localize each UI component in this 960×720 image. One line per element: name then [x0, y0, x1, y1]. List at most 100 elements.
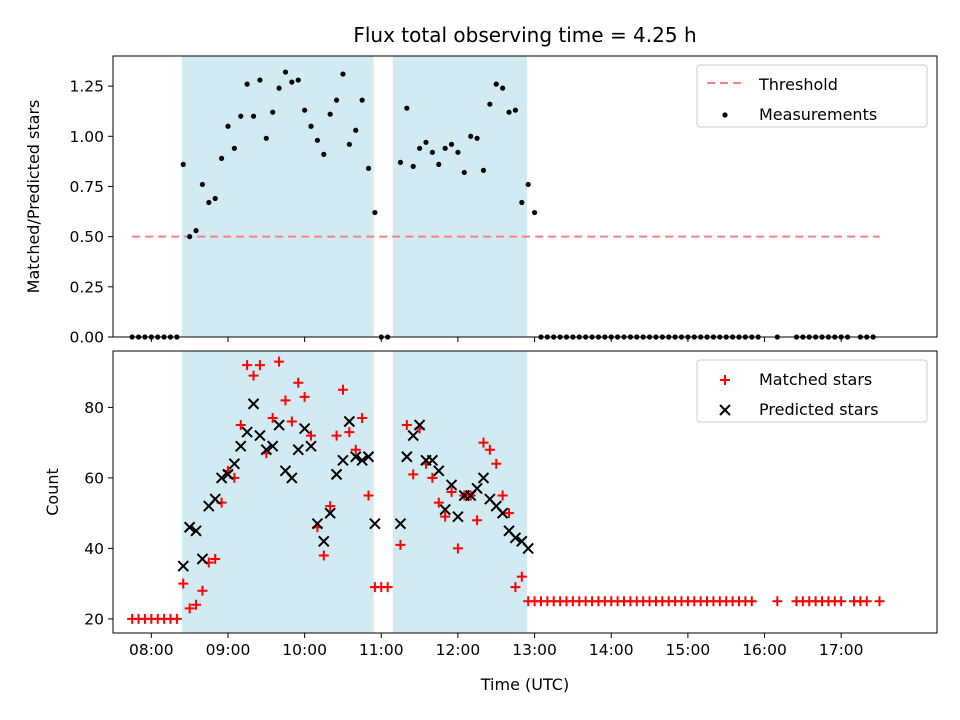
series-measurements: [129, 69, 876, 340]
data-point: [350, 451, 362, 463]
data-point: [190, 525, 202, 537]
data-point: [410, 163, 416, 169]
data-point: [413, 419, 426, 431]
data-point: [426, 454, 439, 466]
data-point: [238, 113, 244, 119]
data-point: [199, 181, 206, 188]
x-tick-label: 17:00: [819, 641, 864, 659]
data-point: [442, 145, 448, 151]
data-point: [244, 81, 250, 87]
x-tick-label: 11:00: [359, 641, 404, 659]
data-point: [497, 490, 508, 501]
y-tick-label: 0.25: [69, 278, 104, 296]
data-point: [302, 107, 308, 113]
x-tick-label: 09:00: [206, 641, 251, 659]
data-point: [372, 209, 378, 216]
data-point: [263, 135, 269, 141]
data-point: [276, 85, 282, 91]
x-tick-label: 12:00: [436, 641, 481, 659]
data-point: [433, 497, 444, 508]
data-point: [183, 521, 196, 533]
data-point: [267, 412, 278, 423]
x-tick-label: 15:00: [666, 641, 711, 659]
legend-label: Measurements: [759, 105, 877, 124]
ratio-panel: 0.00 0.25 0.50 0.75 1.00 1.25 Matched/Predicte…: [24, 55, 938, 347]
data-point: [362, 451, 375, 463]
count-panel: 08:00 09:00 10:00 11:00 12:00 13:00 14:00 15:00…: [43, 350, 938, 659]
data-point: [365, 165, 372, 171]
data-point: [218, 155, 225, 161]
data-point: [222, 468, 234, 481]
data-point: [474, 135, 480, 141]
data-point: [452, 510, 464, 523]
data-point: [500, 85, 506, 91]
y-tick-label: 0.75: [69, 178, 104, 196]
data-point: [509, 532, 522, 544]
data-point: [369, 518, 381, 530]
data-point: [436, 161, 442, 167]
observing-window-band: [181, 351, 374, 633]
data-point: [516, 571, 527, 582]
data-point: [874, 596, 885, 607]
y-tick-label: 20: [84, 610, 104, 628]
data-point: [308, 123, 314, 129]
data-point: [184, 603, 195, 614]
data-point: [343, 415, 356, 428]
data-point: [292, 443, 304, 456]
legend-box: [696, 64, 928, 128]
data-point: [439, 503, 451, 516]
data-point: [357, 412, 368, 423]
data-point: [212, 195, 218, 202]
y-tick-label: 1.00: [69, 128, 104, 146]
data-point: [504, 508, 515, 519]
y-tick-label: 0.00: [69, 329, 104, 347]
data-point: [321, 151, 327, 157]
data-point: [356, 454, 368, 466]
data-point: [401, 451, 413, 463]
data-point: [270, 109, 276, 115]
data-point: [484, 444, 495, 455]
data-point: [472, 515, 483, 526]
data-point: [445, 479, 458, 491]
y-axis-label: Count: [43, 468, 62, 516]
data-point: [177, 560, 189, 572]
data-point: [861, 596, 872, 607]
data-point: [187, 234, 193, 240]
data-point: [468, 133, 474, 139]
data-point: [496, 507, 509, 519]
data-point: [247, 398, 260, 410]
data-point: [178, 578, 189, 589]
axes-frame: [112, 55, 938, 338]
data-point: [273, 419, 285, 431]
data-point: [327, 111, 333, 117]
data-point: [286, 472, 298, 484]
series-predicted-stars: [177, 398, 534, 572]
data-point: [280, 395, 291, 406]
data-point: [353, 127, 359, 133]
data-point: [235, 420, 246, 431]
data-point: [295, 77, 301, 83]
data-point: [337, 384, 348, 395]
data-point: [746, 596, 757, 607]
data-point: [298, 422, 311, 435]
data-point: [522, 542, 534, 555]
observing-window-band: [392, 56, 527, 337]
data-point: [254, 429, 266, 442]
data-point: [397, 159, 404, 165]
data-point: [480, 167, 487, 174]
data-point: [254, 360, 265, 371]
y-tick-label: 1.25: [69, 78, 104, 96]
data-point: [427, 472, 438, 483]
data-point: [510, 582, 521, 593]
data-point: [363, 490, 374, 501]
data-point: [478, 437, 489, 448]
x-tick-label: 14:00: [589, 641, 634, 659]
data-point: [257, 77, 263, 83]
y-tick-label: 40: [84, 540, 104, 558]
data-point: [333, 97, 340, 103]
data-point: [231, 145, 237, 151]
data-point: [191, 599, 202, 610]
data-point: [395, 539, 406, 550]
data-point: [423, 139, 429, 145]
